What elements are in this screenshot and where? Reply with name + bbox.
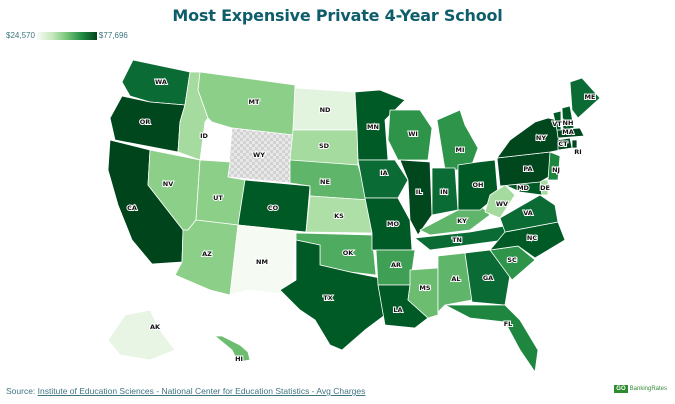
state-label-la: LA [393, 306, 402, 314]
state-label-ma: MA [562, 128, 574, 136]
state-label-nc: NC [527, 234, 537, 242]
legend-min-label: $24,570 [6, 31, 35, 40]
brand-name: BankingRates [629, 386, 667, 392]
state-label-in: IN [440, 188, 448, 196]
state-wi [387, 109, 433, 161]
state-label-me: ME [585, 93, 596, 101]
source-link[interactable]: Institute of Education Sciences - Nation… [37, 386, 366, 396]
source-citation: Source: Institute of Education Sciences … [6, 386, 365, 396]
state-label-wa: WA [155, 78, 167, 86]
state-label-ks: KS [334, 212, 344, 220]
state-label-ga: GA [483, 274, 493, 282]
state-label-mo: MO [387, 220, 399, 228]
state-il [399, 159, 433, 236]
state-label-de: DE [540, 184, 550, 192]
state-label-ar: AR [391, 261, 401, 269]
state-ny [496, 117, 561, 159]
color-legend: $24,570 $77,696 [6, 31, 128, 40]
state-label-al: AL [451, 275, 460, 283]
legend-gradient-bar [36, 31, 97, 40]
brand-logo: GO BankingRates [614, 385, 667, 393]
state-label-va: VA [523, 209, 533, 217]
state-label-or: OR [140, 118, 151, 126]
state-label-ak: AK [150, 323, 161, 331]
state-label-fl: FL [504, 320, 513, 328]
state-label-co: CO [268, 204, 279, 212]
state-label-wy: WY [253, 151, 265, 159]
state-label-nm: NM [256, 258, 268, 266]
state-al [437, 252, 473, 313]
state-label-tx: TX [323, 294, 332, 302]
state-label-mt: MT [249, 98, 260, 106]
state-tx [279, 239, 386, 351]
state-ri [571, 139, 578, 149]
state-label-ct: CT [558, 140, 568, 148]
state-label-nd: ND [320, 106, 331, 114]
state-mi [436, 109, 479, 171]
state-va [499, 194, 559, 233]
state-ia [357, 159, 409, 199]
state-label-mi: MI [456, 146, 465, 154]
state-label-ut: UT [213, 194, 223, 202]
state-label-ri: RI [574, 148, 581, 156]
state-label-wi: WI [408, 130, 418, 138]
brand-go-badge: GO [614, 385, 628, 393]
state-ga [464, 249, 511, 306]
state-label-il: IL [416, 188, 423, 196]
state-label-pa: PA [523, 165, 532, 173]
state-label-oh: OH [473, 181, 484, 189]
state-label-nv: NV [163, 180, 173, 188]
state-mn [354, 89, 406, 161]
state-ak [107, 309, 176, 361]
state-label-ca: CA [127, 204, 137, 212]
state-vt [552, 110, 562, 131]
state-fl [444, 304, 539, 373]
state-hi [214, 335, 251, 363]
state-label-ne: NE [320, 178, 330, 186]
state-label-ms: MS [419, 284, 430, 292]
state-label-id: ID [200, 132, 208, 140]
state-label-az: AZ [202, 250, 212, 258]
legend-max-label: $77,696 [98, 31, 128, 40]
state-nh [561, 105, 575, 131]
state-nj [547, 151, 561, 181]
state-label-tn: TN [452, 236, 462, 244]
state-label-ia: IA [380, 169, 387, 177]
state-label-sc: SC [507, 256, 517, 264]
state-me [569, 77, 601, 119]
state-label-mn: MN [367, 123, 379, 131]
state-label-wv: WV [496, 200, 508, 208]
state-label-hi: HI [235, 355, 243, 363]
state-label-md: MD [517, 184, 529, 192]
state-label-ok: OK [343, 249, 355, 257]
state-wv [484, 184, 516, 219]
state-label-vt: VT [552, 120, 562, 128]
state-label-sd: SD [319, 142, 330, 150]
state-mt [197, 71, 296, 136]
state-label-ky: KY [457, 217, 467, 225]
map-title: Most Expensive Private 4-Year School [172, 6, 503, 25]
state-label-nh: NH [563, 119, 574, 127]
state-label-ny: NY [536, 134, 546, 142]
state-nm [229, 224, 297, 296]
state-label-nj: NJ [552, 166, 560, 174]
source-prefix: Source: [6, 386, 38, 396]
state-de [539, 179, 549, 196]
